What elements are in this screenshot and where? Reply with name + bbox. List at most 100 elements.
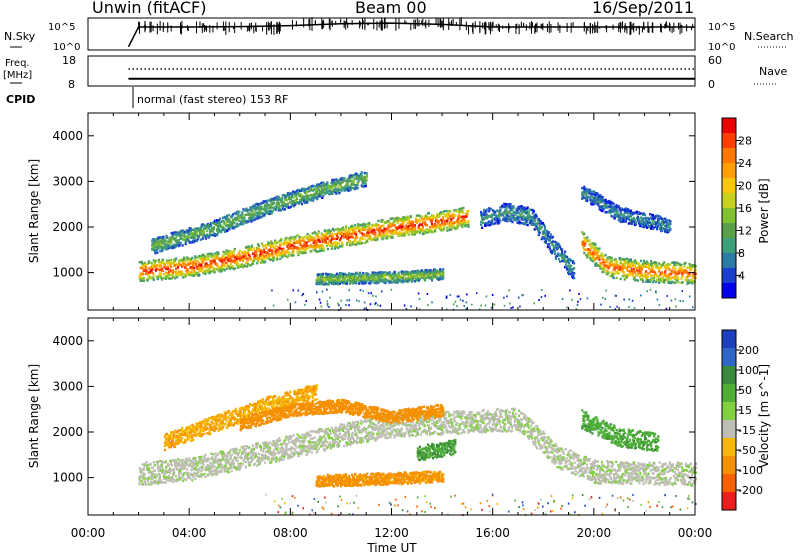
power-cell — [633, 271, 636, 274]
power-cell — [609, 211, 612, 215]
power-cell — [442, 218, 445, 221]
power-cell — [320, 186, 323, 189]
power-cell — [601, 209, 604, 213]
power-cell — [640, 268, 644, 271]
power-cell — [675, 263, 678, 267]
power-cell — [633, 264, 636, 267]
power-cell — [199, 267, 202, 271]
power-cell — [532, 210, 535, 213]
power-cell — [306, 244, 309, 248]
power-cell — [504, 204, 507, 207]
power-cell — [292, 254, 295, 257]
power-cell — [348, 177, 351, 181]
power-cell — [332, 282, 336, 286]
power-cell — [588, 239, 591, 243]
power-cell — [304, 251, 307, 254]
power-cell — [256, 212, 259, 216]
power-cell — [318, 277, 321, 280]
power-cell — [283, 194, 286, 197]
power-cell — [317, 230, 320, 233]
power-cell — [156, 251, 159, 254]
power-cell — [629, 266, 632, 269]
power-cell — [596, 192, 599, 195]
power-cell — [681, 275, 684, 278]
power-cell — [215, 219, 219, 222]
power-cell — [264, 254, 267, 258]
power-cell — [345, 280, 349, 283]
power-cell — [658, 270, 661, 273]
power-cell — [618, 264, 621, 268]
power-cell — [337, 279, 341, 282]
power-cell — [589, 257, 592, 260]
power-cell — [486, 217, 489, 220]
power-cell — [568, 262, 571, 265]
power-cell — [180, 263, 183, 267]
power-cell — [603, 268, 606, 271]
power-cell — [499, 210, 502, 213]
power-cell — [195, 271, 198, 275]
power-cell — [291, 238, 294, 241]
power-cell — [553, 252, 557, 256]
power-cell — [147, 267, 150, 270]
power-cell — [460, 207, 463, 210]
power-cell — [615, 276, 618, 280]
power-cell — [242, 222, 245, 226]
power-cell — [419, 230, 423, 233]
power-cell — [267, 243, 270, 246]
power-cell — [345, 185, 348, 189]
power-cell — [573, 277, 576, 280]
power-cell — [388, 226, 391, 229]
power-cell — [691, 274, 694, 277]
power-cell — [270, 240, 273, 243]
power-cell — [296, 241, 299, 245]
power-cell — [336, 236, 340, 239]
power-cell — [665, 268, 668, 271]
power-cell — [625, 275, 628, 278]
power-cell — [193, 236, 196, 240]
power-cell — [415, 274, 418, 277]
power-cell — [624, 260, 627, 263]
power-cell — [546, 233, 549, 236]
power-cell — [253, 213, 256, 217]
power-cell — [263, 207, 266, 210]
power-cell — [671, 280, 674, 283]
power-cell — [557, 258, 561, 261]
power-cell — [215, 233, 219, 237]
power-cell — [191, 256, 194, 260]
power-cell — [184, 242, 187, 246]
power-cell — [566, 255, 569, 259]
power-cell — [240, 222, 243, 226]
power-cell — [286, 244, 289, 248]
power-cell — [144, 272, 147, 276]
power-cell — [146, 262, 149, 266]
power-cell — [273, 242, 276, 245]
power-cell — [375, 282, 378, 285]
power-cell — [207, 257, 210, 260]
power-cell — [487, 221, 490, 225]
power-cell — [174, 231, 177, 234]
power-cell — [157, 258, 161, 262]
power-cell — [226, 214, 229, 217]
power-cell — [338, 179, 341, 183]
power-cell — [540, 225, 543, 229]
power-cell — [555, 254, 559, 258]
power-cell — [319, 273, 322, 276]
power-cell — [251, 252, 255, 255]
power-cell — [617, 205, 620, 208]
power-cell — [169, 246, 172, 249]
power-cell — [161, 269, 165, 272]
power-cell — [531, 212, 534, 215]
power-cell — [339, 237, 343, 240]
freq-unit-label: [MHz] — [3, 70, 32, 81]
power-cell — [209, 264, 212, 267]
power-cell — [285, 236, 288, 240]
power-cell — [405, 231, 408, 235]
power-cell — [642, 274, 646, 278]
power-cell — [325, 282, 328, 286]
power-cell — [281, 255, 284, 259]
power-cell — [586, 198, 589, 201]
power-cell — [312, 246, 315, 250]
power-cell — [165, 259, 169, 262]
power-cell — [602, 255, 605, 258]
power-cell — [504, 219, 507, 222]
